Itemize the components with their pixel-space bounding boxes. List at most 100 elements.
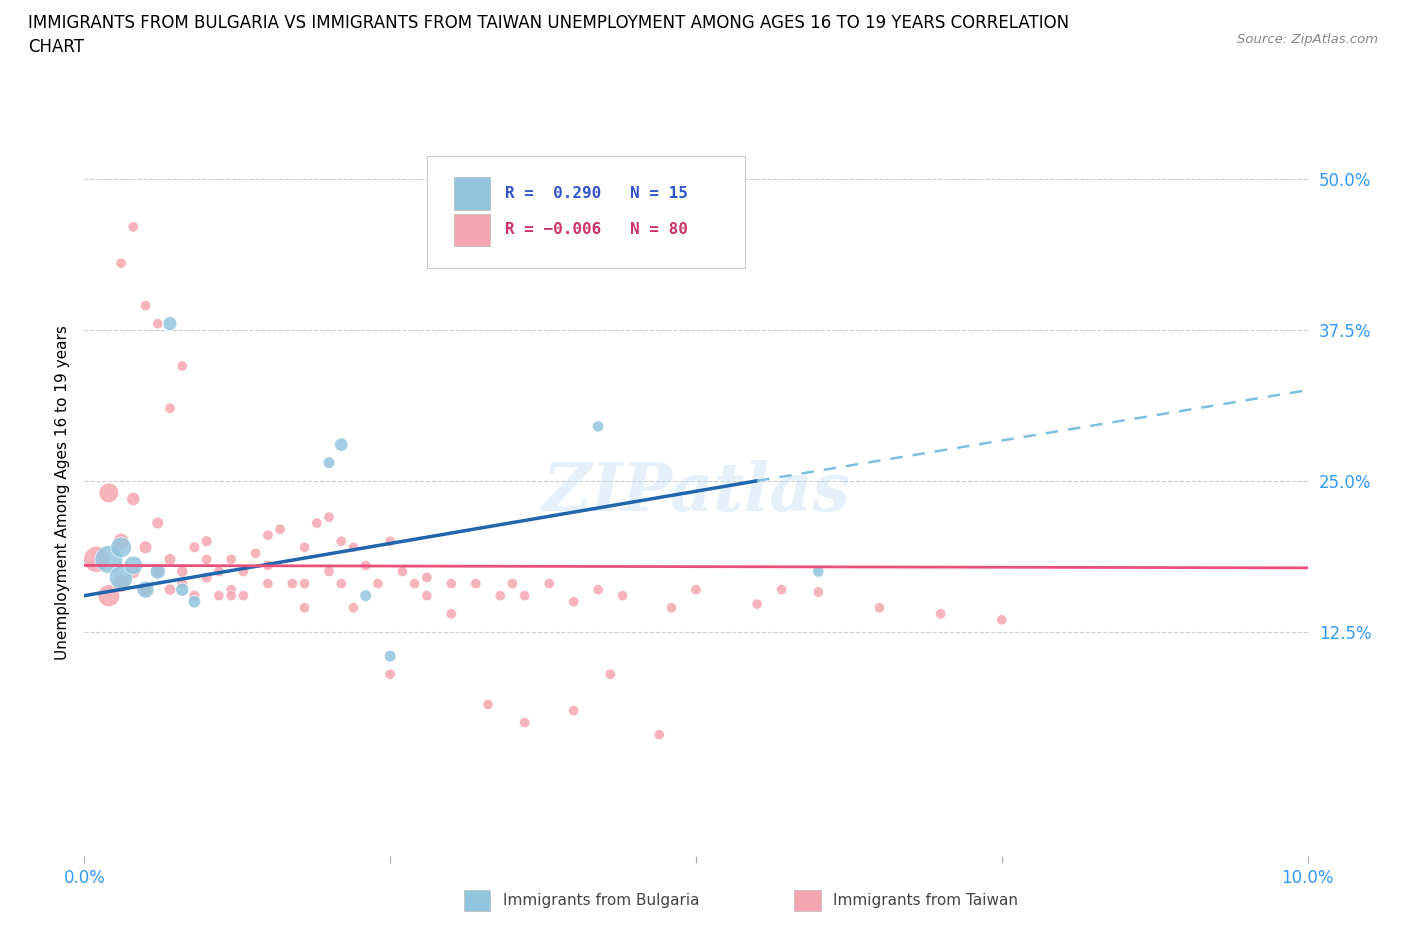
Point: [685, 582, 707, 597]
Point: [195, 534, 218, 549]
Text: Immigrants from Bulgaria: Immigrants from Bulgaria: [503, 893, 699, 908]
Point: [232, 564, 254, 578]
Point: [305, 516, 328, 531]
Text: R = −0.006   N = 80: R = −0.006 N = 80: [505, 222, 688, 237]
Point: [599, 667, 621, 682]
Point: [122, 558, 145, 573]
Point: [416, 570, 439, 585]
Point: [807, 585, 830, 600]
Text: R =  0.290   N = 15: R = 0.290 N = 15: [505, 186, 688, 201]
Point: [159, 316, 181, 331]
Point: [219, 582, 242, 597]
Point: [281, 577, 304, 591]
Point: [929, 606, 952, 621]
Point: [318, 564, 340, 578]
Point: [172, 564, 194, 578]
Point: [146, 564, 169, 578]
Point: [159, 552, 181, 567]
Point: [562, 703, 585, 718]
Point: [747, 597, 769, 612]
Point: [318, 510, 340, 525]
Point: [195, 552, 218, 567]
Point: [135, 539, 157, 554]
Point: [172, 582, 194, 597]
Point: [991, 613, 1014, 628]
Point: [294, 577, 316, 591]
Point: [219, 589, 242, 604]
Point: [342, 601, 364, 616]
Point: [146, 516, 169, 531]
Point: [648, 727, 671, 742]
Point: [586, 419, 609, 434]
Point: [770, 582, 793, 597]
FancyBboxPatch shape: [464, 890, 491, 911]
Point: [440, 606, 463, 621]
Point: [110, 534, 132, 549]
Point: [183, 539, 205, 554]
FancyBboxPatch shape: [427, 155, 745, 268]
Point: [110, 539, 132, 554]
Point: [354, 589, 377, 604]
Point: [183, 589, 205, 604]
Point: [318, 456, 340, 471]
Point: [269, 522, 291, 537]
Point: [208, 589, 231, 604]
Point: [135, 582, 157, 597]
Point: [489, 589, 512, 604]
Point: [122, 564, 145, 578]
Point: [869, 601, 891, 616]
Point: [146, 564, 169, 578]
Point: [135, 299, 157, 313]
Point: [122, 492, 145, 507]
Point: [464, 577, 486, 591]
Point: [404, 577, 426, 591]
Point: [159, 401, 181, 416]
Point: [146, 316, 169, 331]
Point: [257, 528, 280, 543]
Point: [195, 570, 218, 585]
Point: [440, 577, 463, 591]
Point: [330, 437, 353, 452]
Point: [391, 564, 413, 578]
Point: [612, 589, 634, 604]
Point: [110, 577, 132, 591]
Point: [330, 577, 353, 591]
Point: [183, 594, 205, 609]
Point: [122, 219, 145, 234]
Point: [159, 582, 181, 597]
Point: [513, 589, 536, 604]
Point: [172, 359, 194, 374]
Text: Immigrants from Taiwan: Immigrants from Taiwan: [832, 893, 1018, 908]
FancyBboxPatch shape: [454, 178, 491, 210]
Point: [294, 601, 316, 616]
Point: [135, 582, 157, 597]
Point: [110, 256, 132, 271]
Point: [208, 564, 231, 578]
Point: [330, 534, 353, 549]
Point: [661, 601, 683, 616]
Point: [86, 552, 108, 567]
FancyBboxPatch shape: [794, 890, 821, 911]
Point: [380, 534, 402, 549]
Point: [562, 594, 585, 609]
Point: [354, 558, 377, 573]
Point: [513, 715, 536, 730]
FancyBboxPatch shape: [454, 214, 491, 246]
Point: [807, 564, 830, 578]
Point: [380, 649, 402, 664]
Y-axis label: Unemployment Among Ages 16 to 19 years: Unemployment Among Ages 16 to 19 years: [55, 326, 70, 660]
Point: [380, 667, 402, 682]
Point: [342, 539, 364, 554]
Point: [538, 577, 561, 591]
Point: [367, 577, 389, 591]
Point: [245, 546, 267, 561]
Point: [232, 589, 254, 604]
Point: [257, 577, 280, 591]
Point: [110, 570, 132, 585]
Point: [257, 558, 280, 573]
Point: [294, 539, 316, 554]
Point: [416, 589, 439, 604]
Point: [172, 577, 194, 591]
Point: [219, 552, 242, 567]
Point: [97, 485, 120, 500]
